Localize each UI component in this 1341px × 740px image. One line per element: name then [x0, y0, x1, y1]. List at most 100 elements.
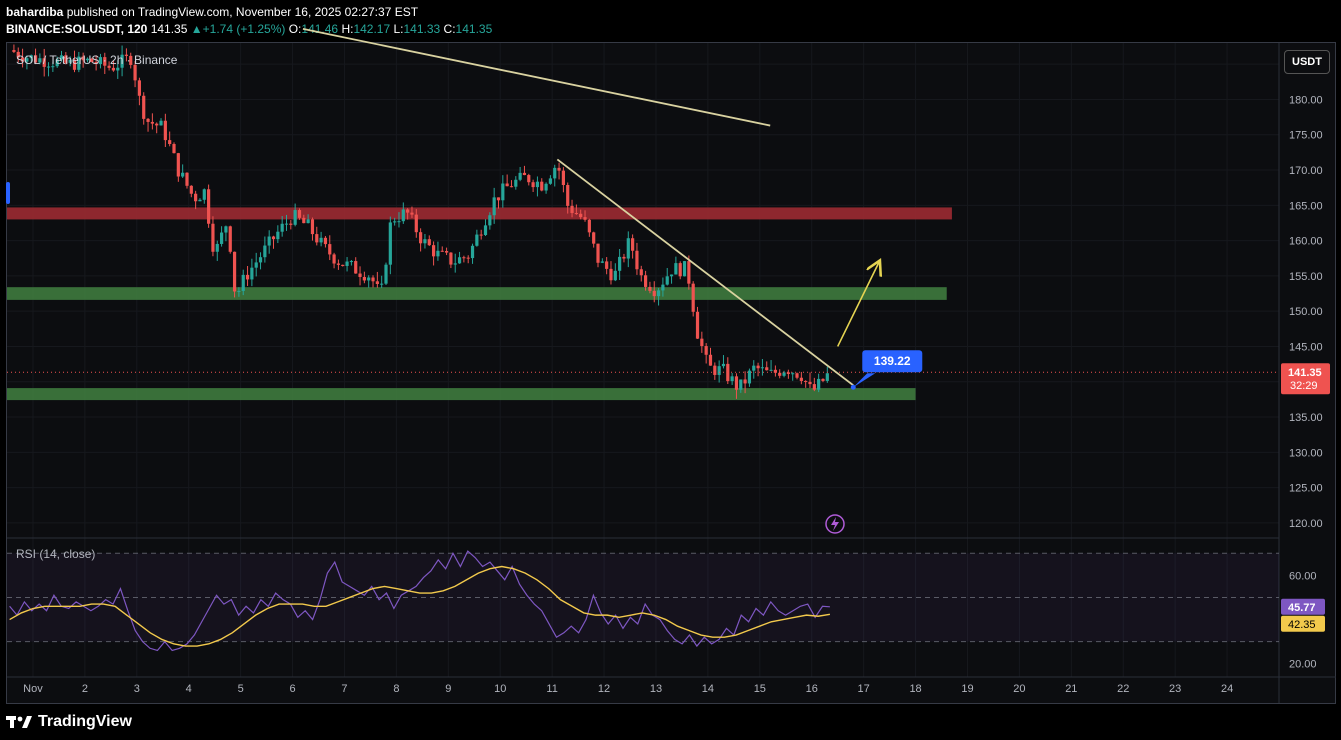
candle[interactable] [427, 239, 431, 246]
candle[interactable] [349, 261, 353, 263]
candle[interactable] [444, 251, 449, 253]
candle[interactable] [111, 67, 116, 71]
candle[interactable] [198, 199, 202, 202]
candle[interactable] [367, 277, 371, 281]
candle[interactable] [600, 261, 604, 263]
candle[interactable] [717, 366, 721, 375]
candle[interactable] [821, 378, 825, 381]
candle[interactable] [315, 234, 319, 243]
candle[interactable] [98, 57, 103, 65]
candle[interactable] [237, 290, 241, 292]
candle[interactable] [782, 372, 786, 376]
support-zone[interactable] [7, 287, 947, 300]
candle[interactable] [310, 219, 315, 235]
candle[interactable] [540, 181, 544, 191]
candle[interactable] [90, 58, 94, 63]
candle[interactable] [501, 183, 505, 201]
candle[interactable] [33, 55, 38, 63]
candle[interactable] [592, 232, 596, 244]
candle[interactable] [137, 80, 141, 96]
candle[interactable] [631, 238, 635, 251]
candle[interactable] [665, 276, 669, 285]
candle[interactable] [773, 369, 777, 373]
candle[interactable] [700, 338, 704, 347]
footer-brand[interactable]: TradingView [6, 710, 132, 734]
price-marker-badge[interactable] [862, 350, 923, 373]
candle[interactable] [561, 170, 565, 186]
candle[interactable] [25, 58, 29, 62]
candle[interactable] [505, 183, 509, 187]
candle[interactable] [674, 263, 678, 275]
candle[interactable] [691, 283, 695, 312]
candle[interactable] [38, 58, 42, 63]
edge-marker[interactable] [6, 182, 10, 204]
candle[interactable] [59, 55, 64, 60]
candle[interactable] [553, 167, 557, 179]
trendline[interactable] [302, 28, 771, 127]
resistance-zone[interactable] [7, 207, 952, 220]
candle[interactable] [483, 225, 488, 236]
candle[interactable] [341, 264, 345, 266]
candle[interactable] [527, 175, 531, 183]
candle[interactable] [72, 59, 77, 70]
candle[interactable] [747, 370, 752, 384]
candle[interactable] [778, 372, 782, 376]
candle[interactable] [488, 215, 492, 226]
candle[interactable] [669, 274, 674, 277]
candle[interactable] [440, 250, 444, 252]
candle[interactable] [258, 257, 263, 263]
candle[interactable] [656, 290, 661, 297]
candle[interactable] [548, 178, 553, 184]
candle[interactable] [146, 118, 150, 122]
candle[interactable] [133, 64, 137, 81]
candle[interactable] [323, 237, 328, 245]
candle[interactable] [453, 263, 457, 265]
candle[interactable] [250, 267, 254, 280]
candle[interactable] [557, 167, 561, 171]
candle[interactable] [228, 226, 232, 252]
candle[interactable] [362, 276, 366, 281]
candle[interactable] [211, 223, 215, 252]
candle[interactable] [241, 274, 245, 291]
chart-frame[interactable] [6, 42, 1336, 704]
candle[interactable] [46, 66, 51, 68]
candle[interactable] [271, 236, 276, 240]
candle[interactable] [695, 311, 700, 339]
candle[interactable] [401, 209, 405, 222]
candle[interactable] [163, 120, 167, 141]
candle[interactable] [449, 252, 453, 265]
candle[interactable] [142, 95, 146, 119]
trendline[interactable] [556, 158, 854, 386]
candle[interactable] [713, 365, 717, 375]
candle[interactable] [652, 290, 656, 297]
rsi-ma-line[interactable] [9, 565, 831, 647]
rsi-line[interactable] [9, 550, 830, 652]
candle[interactable] [795, 373, 799, 378]
candle[interactable] [276, 231, 280, 240]
candle[interactable] [570, 205, 574, 214]
candle[interactable] [297, 210, 302, 218]
candle[interactable] [354, 261, 358, 274]
candle[interactable] [124, 54, 129, 56]
candle[interactable] [678, 263, 682, 277]
candle[interactable] [509, 186, 514, 188]
candle[interactable] [648, 286, 652, 291]
candle[interactable] [159, 120, 163, 126]
lightning-icon[interactable] [825, 514, 845, 534]
candle[interactable] [181, 172, 185, 177]
candle[interactable] [328, 244, 332, 255]
candle[interactable] [457, 257, 462, 264]
candle[interactable] [817, 378, 821, 390]
candle[interactable] [613, 270, 617, 281]
candle[interactable] [194, 193, 198, 202]
candle[interactable] [414, 214, 418, 233]
candle[interactable] [514, 179, 518, 187]
up-arrow-drawing[interactable] [836, 262, 880, 347]
candle[interactable] [475, 234, 479, 246]
currency-button[interactable]: USDT [1284, 50, 1330, 74]
candle[interactable] [380, 283, 384, 285]
candle[interactable] [522, 172, 527, 176]
candle[interactable] [388, 222, 392, 265]
candle[interactable] [436, 250, 440, 257]
